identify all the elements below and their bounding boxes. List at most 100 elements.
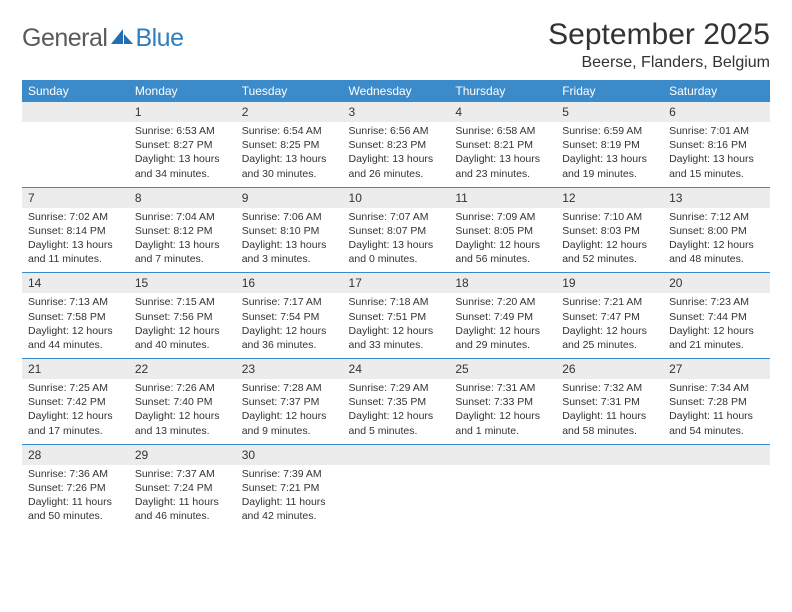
sunrise-text: Sunrise: 7:15 AM: [135, 295, 230, 309]
weekday-header: Monday: [129, 80, 236, 102]
daylight-text: Daylight: 13 hours and 34 minutes.: [135, 152, 230, 180]
day-cell: [556, 465, 663, 530]
day-number: [343, 444, 450, 465]
weekday-header: Thursday: [449, 80, 556, 102]
day-number: 20: [663, 273, 770, 294]
weekday-header: Tuesday: [236, 80, 343, 102]
daylight-text: Daylight: 13 hours and 15 minutes.: [669, 152, 764, 180]
sunset-text: Sunset: 8:10 PM: [242, 224, 337, 238]
day-number: 22: [129, 359, 236, 380]
sunset-text: Sunset: 7:26 PM: [28, 481, 123, 495]
sunrise-text: Sunrise: 6:56 AM: [349, 124, 444, 138]
day-cell: Sunrise: 7:17 AMSunset: 7:54 PMDaylight:…: [236, 293, 343, 358]
daylight-text: Daylight: 11 hours and 42 minutes.: [242, 495, 337, 523]
weekday-header: Wednesday: [343, 80, 450, 102]
day-cell: Sunrise: 7:10 AMSunset: 8:03 PMDaylight:…: [556, 208, 663, 273]
day-cell: Sunrise: 7:07 AMSunset: 8:07 PMDaylight:…: [343, 208, 450, 273]
sunrise-text: Sunrise: 7:29 AM: [349, 381, 444, 395]
daylight-text: Daylight: 12 hours and 1 minute.: [455, 409, 550, 437]
daylight-text: Daylight: 13 hours and 26 minutes.: [349, 152, 444, 180]
daylight-text: Daylight: 13 hours and 3 minutes.: [242, 238, 337, 266]
day-number: 28: [22, 444, 129, 465]
daylight-text: Daylight: 12 hours and 5 minutes.: [349, 409, 444, 437]
weekday-header: Sunday: [22, 80, 129, 102]
sunrise-text: Sunrise: 7:17 AM: [242, 295, 337, 309]
day-number: 29: [129, 444, 236, 465]
logo-sail-icon: [111, 27, 133, 50]
sunrise-text: Sunrise: 7:32 AM: [562, 381, 657, 395]
sunset-text: Sunset: 7:28 PM: [669, 395, 764, 409]
sunset-text: Sunset: 7:54 PM: [242, 310, 337, 324]
sunset-text: Sunset: 8:14 PM: [28, 224, 123, 238]
sunset-text: Sunset: 7:31 PM: [562, 395, 657, 409]
daylight-text: Daylight: 12 hours and 13 minutes.: [135, 409, 230, 437]
day-number: 25: [449, 359, 556, 380]
sunset-text: Sunset: 7:24 PM: [135, 481, 230, 495]
day-cell: Sunrise: 7:01 AMSunset: 8:16 PMDaylight:…: [663, 122, 770, 187]
day-cell: [663, 465, 770, 530]
day-number: 7: [22, 187, 129, 208]
day-number: 21: [22, 359, 129, 380]
day-number: 5: [556, 102, 663, 122]
weekday-header: Friday: [556, 80, 663, 102]
day-cell: Sunrise: 6:59 AMSunset: 8:19 PMDaylight:…: [556, 122, 663, 187]
day-cell: Sunrise: 7:12 AMSunset: 8:00 PMDaylight:…: [663, 208, 770, 273]
sunrise-text: Sunrise: 7:31 AM: [455, 381, 550, 395]
day-cell: Sunrise: 7:25 AMSunset: 7:42 PMDaylight:…: [22, 379, 129, 444]
day-number: 27: [663, 359, 770, 380]
daynum-row: 7 8 9 10 11 12 13: [22, 187, 770, 208]
sunrise-text: Sunrise: 6:53 AM: [135, 124, 230, 138]
day-cell: Sunrise: 6:58 AMSunset: 8:21 PMDaylight:…: [449, 122, 556, 187]
sunrise-text: Sunrise: 7:02 AM: [28, 210, 123, 224]
sunset-text: Sunset: 7:21 PM: [242, 481, 337, 495]
sunset-text: Sunset: 8:16 PM: [669, 138, 764, 152]
daylight-text: Daylight: 11 hours and 50 minutes.: [28, 495, 123, 523]
daynum-row: 14 15 16 17 18 19 20: [22, 273, 770, 294]
daynum-row: 28 29 30: [22, 444, 770, 465]
sunset-text: Sunset: 7:58 PM: [28, 310, 123, 324]
day-number: [663, 444, 770, 465]
day-number: 1: [129, 102, 236, 122]
day-cell: [449, 465, 556, 530]
day-number: 8: [129, 187, 236, 208]
day-cell: Sunrise: 7:06 AMSunset: 8:10 PMDaylight:…: [236, 208, 343, 273]
sunset-text: Sunset: 8:21 PM: [455, 138, 550, 152]
day-cell: [343, 465, 450, 530]
sunset-text: Sunset: 8:27 PM: [135, 138, 230, 152]
daylight-text: Daylight: 13 hours and 7 minutes.: [135, 238, 230, 266]
day-number: 9: [236, 187, 343, 208]
calendar-page: General Blue September 2025 Beerse, Flan…: [0, 0, 792, 541]
location-text: Beerse, Flanders, Belgium: [548, 54, 770, 72]
day-number: 15: [129, 273, 236, 294]
sunset-text: Sunset: 7:47 PM: [562, 310, 657, 324]
daynum-row: 21 22 23 24 25 26 27: [22, 359, 770, 380]
daylight-text: Daylight: 12 hours and 44 minutes.: [28, 324, 123, 352]
sunrise-text: Sunrise: 6:58 AM: [455, 124, 550, 138]
sunrise-text: Sunrise: 7:04 AM: [135, 210, 230, 224]
day-number: 10: [343, 187, 450, 208]
day-cell: Sunrise: 7:02 AMSunset: 8:14 PMDaylight:…: [22, 208, 129, 273]
sunrise-text: Sunrise: 7:06 AM: [242, 210, 337, 224]
day-number: 6: [663, 102, 770, 122]
day-cell: Sunrise: 7:15 AMSunset: 7:56 PMDaylight:…: [129, 293, 236, 358]
daylight-text: Daylight: 12 hours and 9 minutes.: [242, 409, 337, 437]
day-cell: Sunrise: 7:04 AMSunset: 8:12 PMDaylight:…: [129, 208, 236, 273]
day-number: 2: [236, 102, 343, 122]
sunrise-text: Sunrise: 7:18 AM: [349, 295, 444, 309]
sunrise-text: Sunrise: 7:34 AM: [669, 381, 764, 395]
sunset-text: Sunset: 8:19 PM: [562, 138, 657, 152]
day-number: 18: [449, 273, 556, 294]
daylight-text: Daylight: 12 hours and 56 minutes.: [455, 238, 550, 266]
sunrise-text: Sunrise: 6:54 AM: [242, 124, 337, 138]
day-number: 16: [236, 273, 343, 294]
sunrise-text: Sunrise: 6:59 AM: [562, 124, 657, 138]
sunrise-text: Sunrise: 7:01 AM: [669, 124, 764, 138]
day-cell: Sunrise: 7:20 AMSunset: 7:49 PMDaylight:…: [449, 293, 556, 358]
daylight-text: Daylight: 12 hours and 21 minutes.: [669, 324, 764, 352]
daylight-text: Daylight: 12 hours and 36 minutes.: [242, 324, 337, 352]
day-number: 12: [556, 187, 663, 208]
sunset-text: Sunset: 7:56 PM: [135, 310, 230, 324]
sunset-text: Sunset: 8:00 PM: [669, 224, 764, 238]
day-cell: Sunrise: 7:13 AMSunset: 7:58 PMDaylight:…: [22, 293, 129, 358]
daylight-text: Daylight: 11 hours and 58 minutes.: [562, 409, 657, 437]
